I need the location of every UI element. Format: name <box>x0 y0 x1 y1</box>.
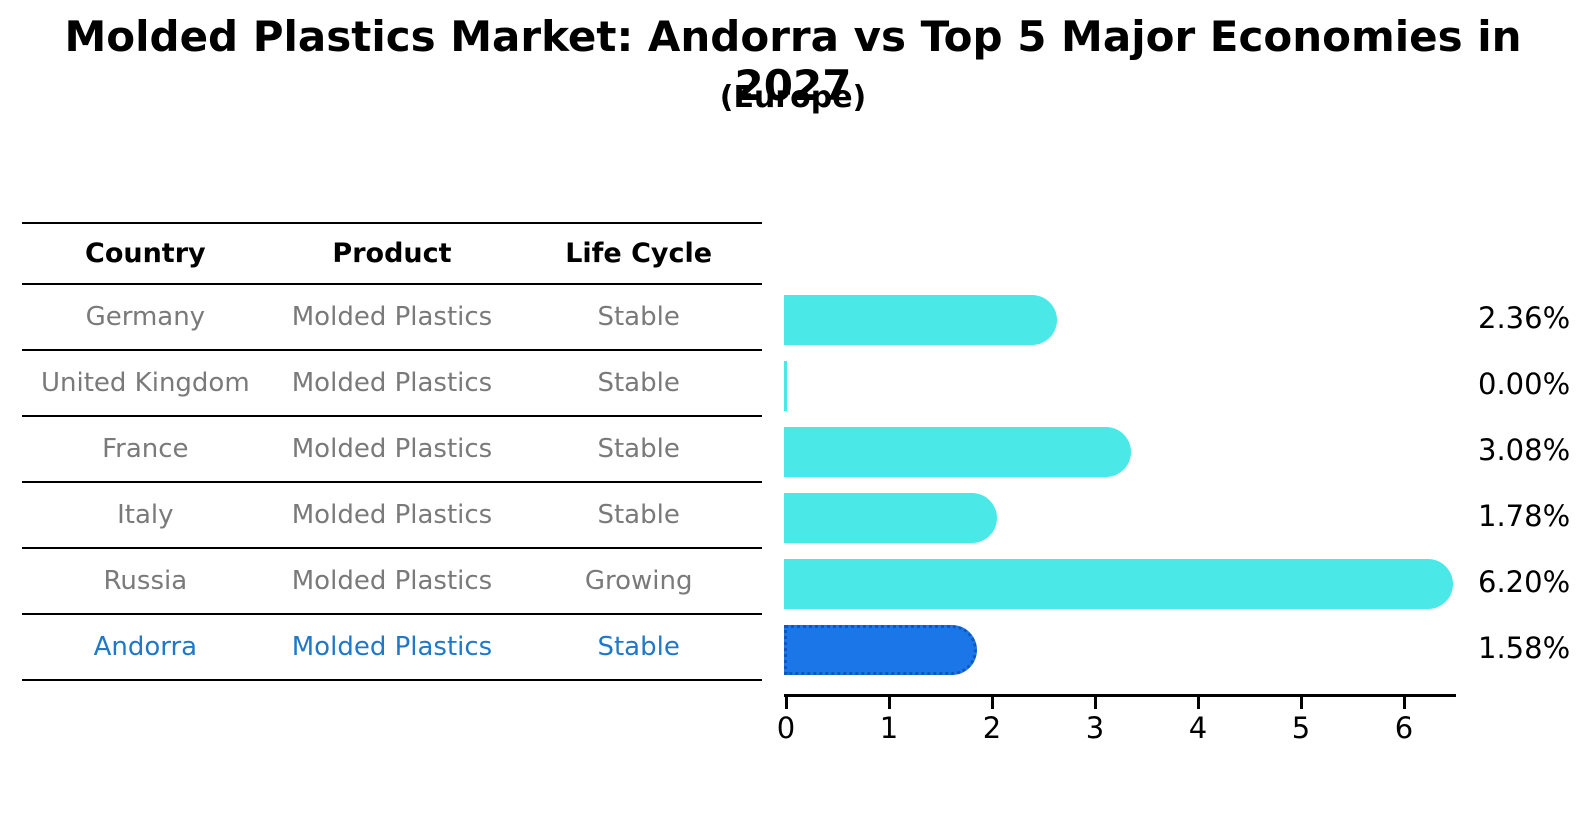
x-tick-mark <box>1300 697 1303 709</box>
value-label: 0.00% <box>1478 367 1571 401</box>
x-tick-mark <box>785 697 788 709</box>
x-tick-mark <box>1403 697 1406 709</box>
bar-row <box>784 417 1484 483</box>
bar-row <box>784 285 1484 351</box>
x-tick-label: 1 <box>879 711 899 745</box>
x-axis: 0 1 2 3 4 5 6 <box>777 694 1456 754</box>
bar-france <box>784 427 1132 477</box>
table-row: Germany Molded Plastics Stable <box>22 285 762 351</box>
cell-life-cycle: Stable <box>597 302 680 332</box>
cell-product: Molded Plastics <box>291 302 493 332</box>
x-tick-label: 0 <box>776 711 796 745</box>
column-header-country: Country <box>85 238 206 269</box>
bar-row <box>784 549 1484 615</box>
table-row: United Kingdom Molded Plastics Stable <box>22 351 762 417</box>
cell-product: Molded Plastics <box>291 434 493 464</box>
country-table: Country Product Life Cycle Germany Molded… <box>22 222 762 681</box>
column-header-product: Product <box>332 238 452 269</box>
chart-title: Molded Plastics Market: Andorra vs Top 5… <box>64 12 1522 110</box>
cell-product: Molded Plastics <box>291 632 493 662</box>
cell-life-cycle: Stable <box>597 632 680 662</box>
cell-country: Italy <box>117 500 174 530</box>
value-label: 2.36% <box>1478 301 1571 335</box>
x-tick-label: 5 <box>1291 711 1311 745</box>
column-header-life-cycle: Life Cycle <box>565 238 713 269</box>
table-row: Italy Molded Plastics Stable <box>22 483 762 549</box>
x-tick-mark <box>1197 697 1200 709</box>
cell-country: United Kingdom <box>40 368 250 398</box>
x-tick-mark <box>888 697 891 709</box>
chart-subtitle: (Europe) <box>719 80 867 115</box>
cell-life-cycle: Stable <box>597 500 680 530</box>
bar-andorra <box>784 625 977 675</box>
table-row: Russia Molded Plastics Growing <box>22 549 762 615</box>
cell-country: Germany <box>85 302 206 332</box>
x-tick-label: 3 <box>1085 711 1105 745</box>
cell-life-cycle: Stable <box>597 434 680 464</box>
x-axis-line <box>784 694 1456 697</box>
table-row: Andorra Molded Plastics Stable <box>22 615 762 681</box>
table-row: France Molded Plastics Stable <box>22 417 762 483</box>
value-labels: 2.36% 0.00% 3.08% 1.78% 6.20% 1.58% <box>1478 285 1578 681</box>
cell-country: Andorra <box>93 632 198 662</box>
x-tick-label: 4 <box>1188 711 1208 745</box>
x-tick-label: 6 <box>1394 711 1414 745</box>
cell-product: Molded Plastics <box>291 368 493 398</box>
value-label: 1.78% <box>1478 499 1571 533</box>
table-header-row: Country Product Life Cycle <box>22 222 762 285</box>
x-tick-label: 2 <box>982 711 1002 745</box>
bar-russia <box>784 559 1453 609</box>
x-tick-mark <box>1094 697 1097 709</box>
bar-italy <box>784 493 998 543</box>
value-label: 6.20% <box>1478 565 1571 599</box>
cell-product: Molded Plastics <box>291 500 493 530</box>
value-label: 1.58% <box>1478 631 1571 665</box>
bar-united-kingdom <box>784 361 787 411</box>
cell-country: Russia <box>103 566 188 596</box>
cell-product: Molded Plastics <box>291 566 493 596</box>
bar-row <box>784 615 1484 681</box>
cell-life-cycle: Growing <box>584 566 693 596</box>
cell-country: France <box>102 434 189 464</box>
x-tick-mark <box>991 697 994 709</box>
bar-germany <box>784 295 1058 345</box>
table-body: Germany Molded Plastics Stable United Kingd… <box>22 285 762 681</box>
cell-life-cycle: Stable <box>597 368 680 398</box>
bar-row <box>784 351 1484 417</box>
bar-plot <box>784 285 1484 681</box>
value-label: 3.08% <box>1478 433 1571 467</box>
bar-row <box>784 483 1484 549</box>
